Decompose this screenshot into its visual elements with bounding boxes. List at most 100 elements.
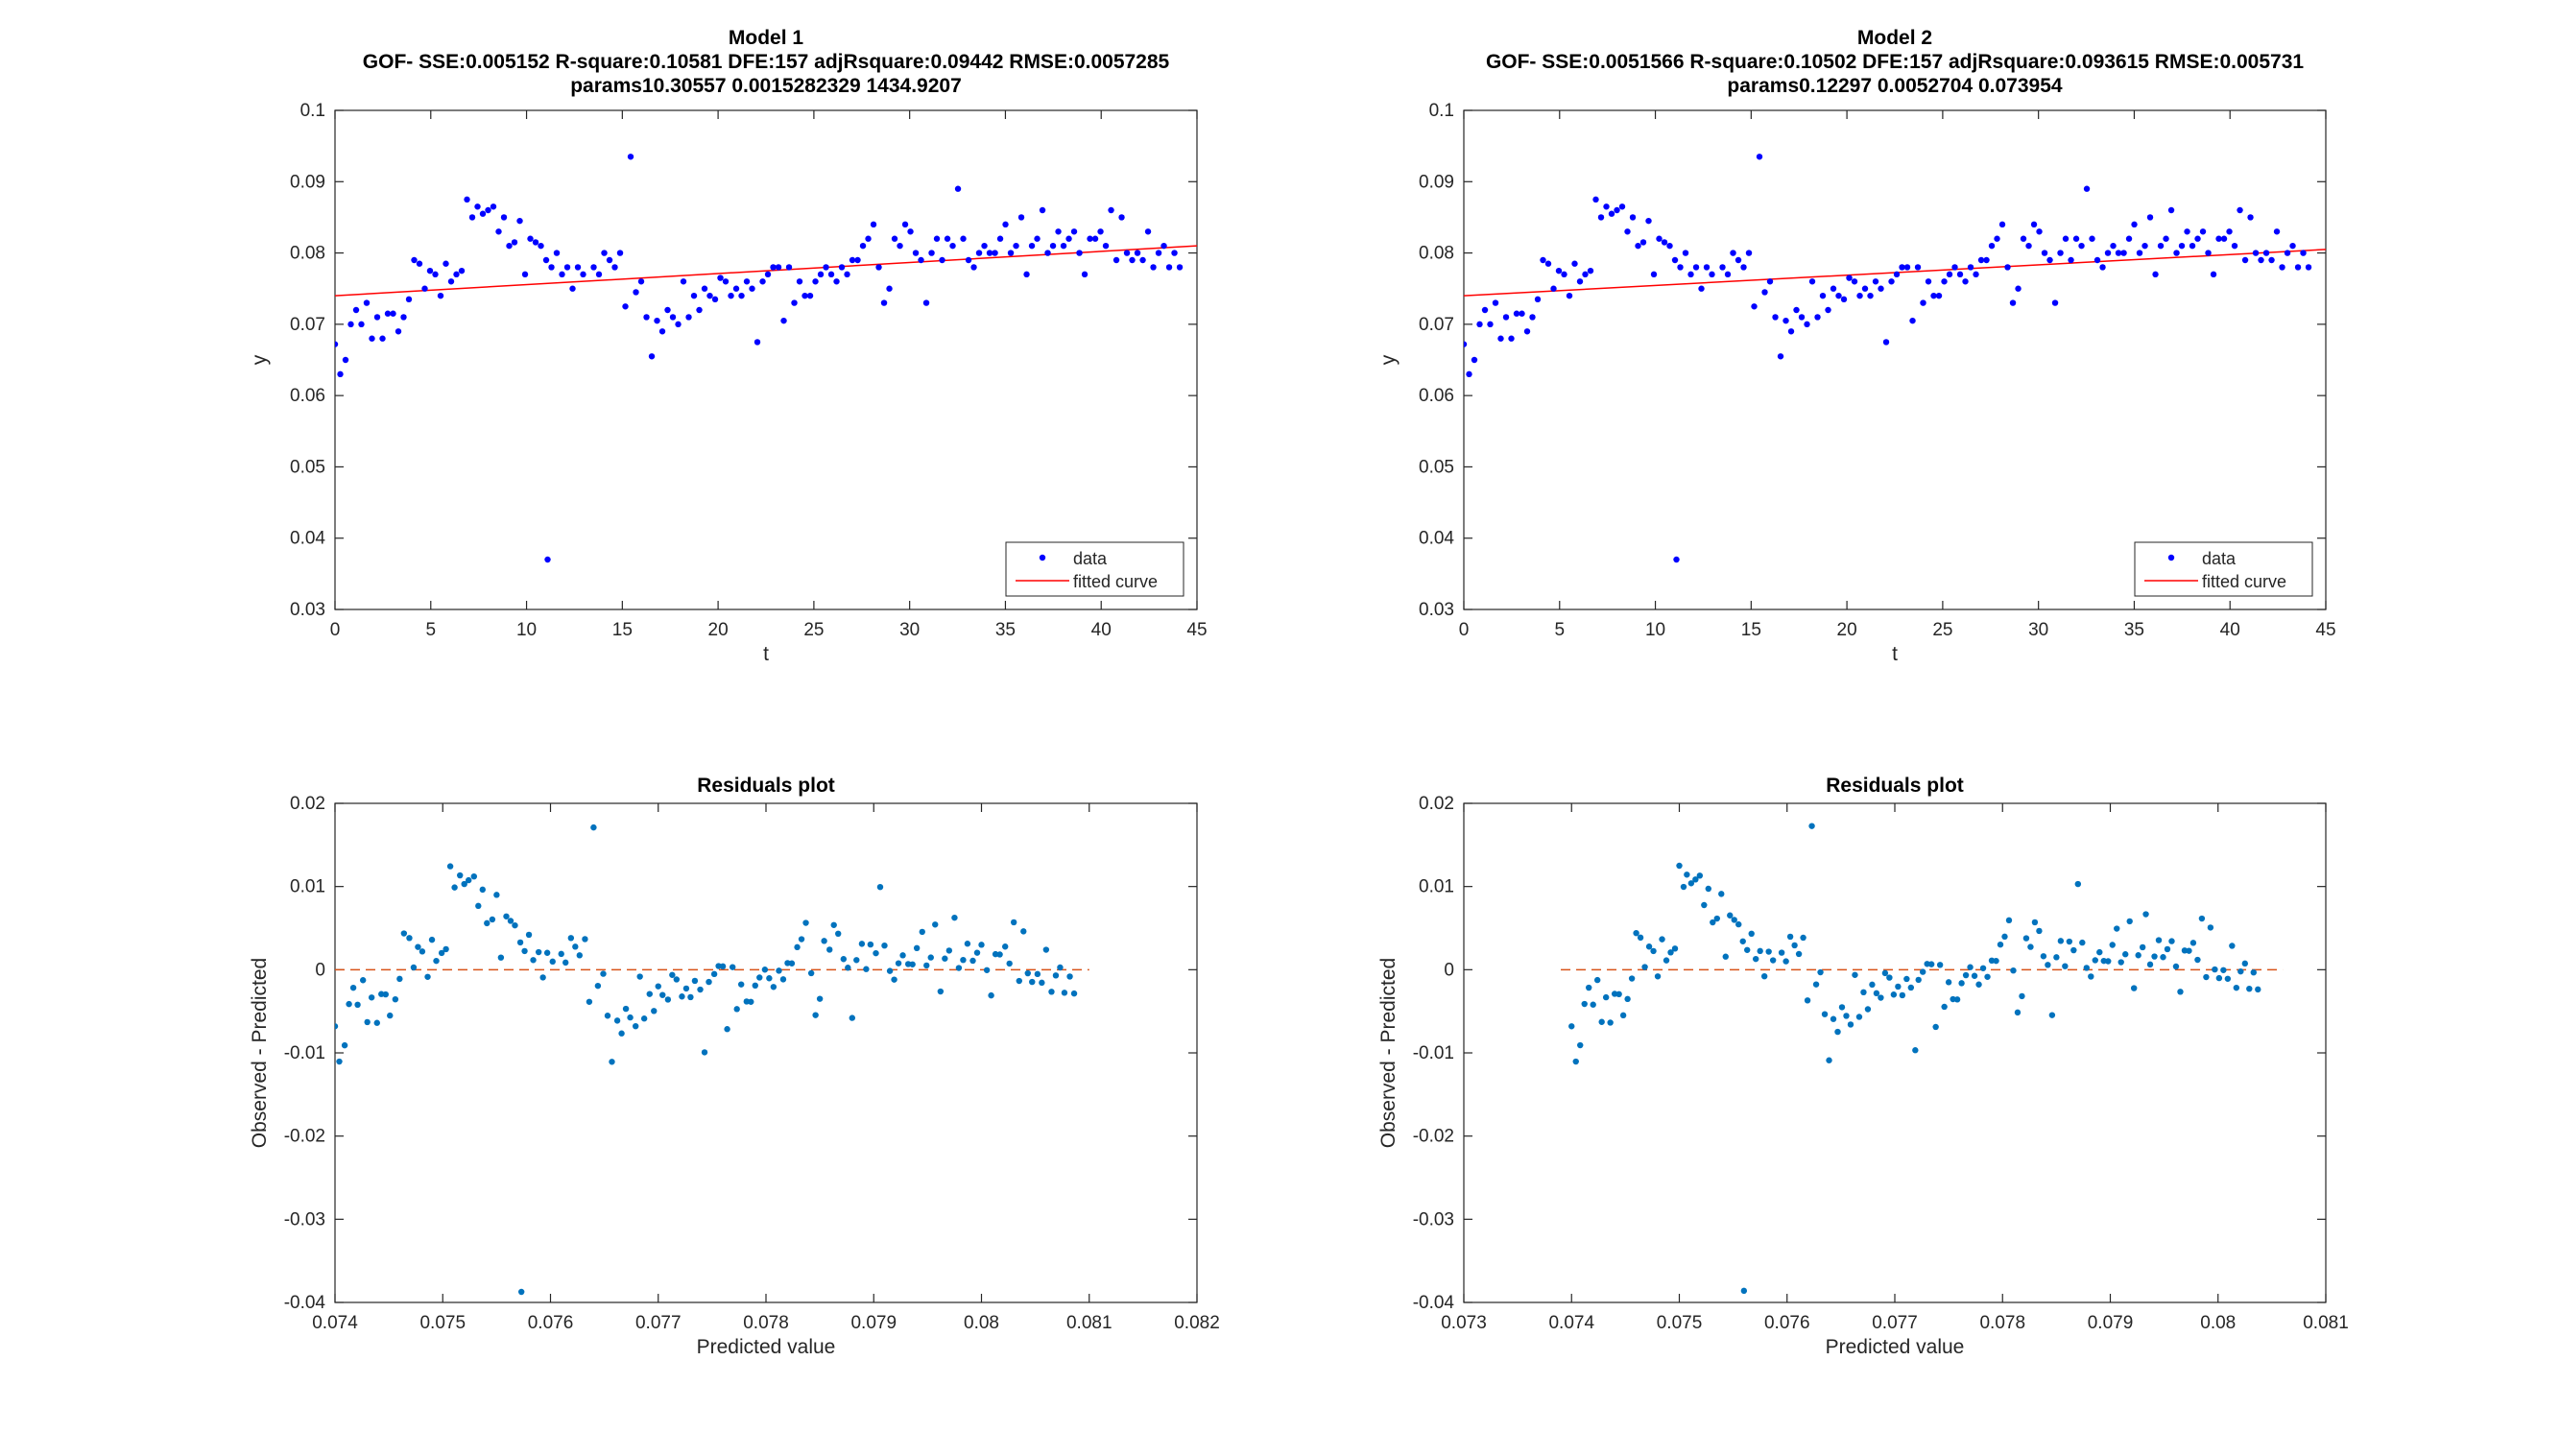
data-point <box>2210 271 2217 278</box>
residual-point <box>415 943 421 950</box>
data-point <box>2131 221 2138 228</box>
data-point <box>1878 285 1884 292</box>
residual-point <box>396 975 403 983</box>
residual-point <box>1791 942 1798 949</box>
residual-point <box>1057 964 1064 971</box>
data-point <box>901 221 909 228</box>
residual-point <box>2114 925 2120 932</box>
y-axis-label: Observed - Predicted <box>1377 958 1400 1148</box>
data-point <box>722 278 730 285</box>
data-point <box>796 278 803 285</box>
data-point <box>986 250 993 256</box>
chart-title: Model 1 <box>729 27 803 49</box>
residual-point <box>1705 885 1712 893</box>
y-tick-label: 0.04 <box>1419 529 1454 549</box>
data-point <box>1951 264 1958 271</box>
data-point <box>548 264 555 271</box>
residual-point <box>1602 993 1610 1001</box>
residual-point <box>2066 938 2073 945</box>
residual-point <box>2246 985 2253 992</box>
x-tick-label: 0.074 <box>1548 1313 1594 1333</box>
data-point <box>1777 353 1784 360</box>
data-point <box>648 353 656 360</box>
residual-point <box>567 935 575 942</box>
residual-point <box>969 957 976 965</box>
data-point <box>569 285 576 292</box>
data-point <box>1540 256 1546 264</box>
residual-point <box>945 947 953 954</box>
data-point <box>516 217 523 225</box>
residual-point <box>1873 990 1880 997</box>
residual-point <box>590 823 597 831</box>
data-point <box>2110 242 2117 250</box>
residual-point <box>525 931 533 939</box>
x-tick-label: 5 <box>425 620 436 640</box>
data-point <box>2163 235 2169 242</box>
x-tick-label: 35 <box>995 620 1016 640</box>
residual-point <box>359 977 367 984</box>
residual-point <box>364 1018 371 1026</box>
residual-point <box>988 991 994 999</box>
data-point <box>2036 228 2043 235</box>
data-point <box>2152 271 2159 278</box>
data-point <box>701 285 708 292</box>
x-axis-label: t <box>1892 643 1898 665</box>
data-point <box>1867 292 1874 299</box>
residual-point <box>382 991 389 998</box>
y-tick-label: 0.08 <box>1419 244 1454 264</box>
residual-point <box>1676 862 1683 870</box>
data-point <box>1044 250 1051 256</box>
data-point <box>633 289 639 296</box>
residual-point <box>1568 1023 1575 1030</box>
residual-point <box>1852 971 1858 978</box>
data-point <box>1529 314 1536 321</box>
data-point <box>918 256 924 264</box>
data-point <box>949 242 956 250</box>
data-point <box>1861 285 1869 292</box>
x-tick-label: 0.079 <box>850 1313 897 1333</box>
plot-area <box>1463 802 2327 1303</box>
data-point <box>337 370 344 378</box>
residual-point <box>1786 933 1794 941</box>
data-point <box>1925 278 1932 285</box>
data-point <box>1150 264 1157 271</box>
x-axis-label: t <box>763 643 769 665</box>
residual-point <box>983 967 991 973</box>
data-point <box>981 242 988 250</box>
residual-point <box>2220 967 2227 973</box>
y-tick-label: 0.03 <box>1419 600 1454 620</box>
data-point <box>1761 289 1768 296</box>
x-tick-label: 20 <box>708 620 729 640</box>
data-point <box>2231 242 2238 250</box>
data-point <box>754 339 761 346</box>
data-point <box>363 299 371 306</box>
residual-point <box>1941 1003 1948 1011</box>
data-point <box>532 239 539 246</box>
data-point <box>2289 242 2296 250</box>
data-point <box>553 250 561 256</box>
data-point <box>1782 317 1789 324</box>
data-point <box>732 285 740 292</box>
y-tick-label: 0.1 <box>1429 101 1454 121</box>
residual-point <box>443 945 449 953</box>
residual-point <box>594 982 602 990</box>
residual-point <box>724 1026 730 1033</box>
data-point <box>2237 206 2243 214</box>
data-point <box>2136 250 2143 256</box>
residual-point <box>475 902 482 910</box>
data-point <box>590 264 597 271</box>
residual-point <box>873 949 879 957</box>
residual-point <box>1628 975 1636 982</box>
residual-point <box>1843 1013 1850 1019</box>
data-point <box>706 292 713 299</box>
residual-point <box>1607 1019 1614 1026</box>
data-point <box>1502 314 1510 321</box>
data-point <box>1464 341 1468 347</box>
x-tick-label: 0.082 <box>1174 1313 1220 1333</box>
data-point <box>1914 264 1922 271</box>
residual-point <box>1838 1004 1846 1011</box>
data-point <box>1028 242 1036 250</box>
residual-point <box>503 913 510 919</box>
data-point <box>2068 256 2074 264</box>
residual-point <box>937 988 945 995</box>
